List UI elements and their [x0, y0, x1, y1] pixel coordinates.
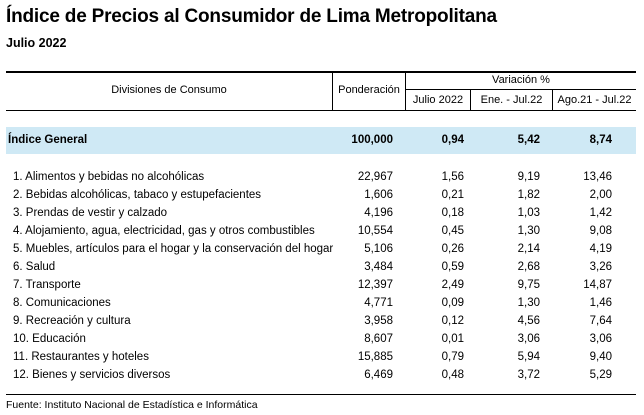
ago-jul-cell: 5,29 [589, 369, 612, 381]
julio-cell: 2,49 [441, 279, 464, 291]
general-index-band [6, 127, 636, 154]
table-row: 1. Alimentos y bebidas no alcohólicas 22… [0, 171, 644, 189]
general-index-ago-jul: 8,74 [589, 134, 612, 146]
ago-jul-cell: 9,40 [589, 351, 612, 363]
ene-jul-cell: 2,14 [517, 243, 540, 255]
ago-jul-cell: 1,42 [589, 207, 612, 219]
julio-cell: 0,12 [441, 315, 464, 327]
ene-jul-cell: 9,19 [517, 171, 540, 183]
table-row: 8. Comunicaciones 4,771 0,09 1,30 1,46 [0, 297, 644, 315]
ago-jul-cell: 2,00 [589, 189, 612, 201]
ponderacion-cell: 22,967 [357, 171, 393, 183]
table-row: 2. Bebidas alcohólicas, tabaco y estupef… [0, 189, 644, 207]
page-subtitle: Julio 2022 [6, 36, 67, 50]
division-name: 6. Salud [13, 261, 56, 273]
julio-cell: 0,21 [441, 189, 464, 201]
table-row: 12. Bienes y servicios diversos 6,469 0,… [0, 369, 644, 387]
header-ponderacion: Ponderación [338, 84, 400, 96]
division-name: 8. Comunicaciones [13, 297, 111, 309]
julio-cell: 0,79 [441, 351, 464, 363]
ene-jul-cell: 4,56 [517, 315, 540, 327]
ponderacion-cell: 3,958 [364, 315, 393, 327]
table-row: 4. Alojamiento, agua, electricidad, gas … [0, 225, 644, 243]
ago-jul-cell: 4,19 [589, 243, 612, 255]
julio-cell: 0,59 [441, 261, 464, 273]
source-note: Fuente: Instituto Nacional de Estadístic… [6, 399, 258, 411]
julio-cell: 0,18 [441, 207, 464, 219]
ponderacion-cell: 15,885 [357, 351, 393, 363]
divider-ene-right [552, 90, 553, 110]
julio-cell: 0,48 [441, 369, 464, 381]
general-index-julio: 0,94 [441, 134, 464, 146]
divider-variacion-left [405, 72, 406, 110]
table-row: 9. Recreación y cultura 3,958 0,12 4,56 … [0, 315, 644, 333]
ene-jul-cell: 5,94 [517, 351, 540, 363]
general-index-label: Índice General [8, 134, 88, 146]
header-ago-jul: Ago.21 - Jul.22 [557, 94, 632, 106]
julio-cell: 0,09 [441, 297, 464, 309]
header-bottom-border [6, 110, 636, 111]
ponderacion-cell: 4,771 [364, 297, 393, 309]
division-name: 2. Bebidas alcohólicas, tabaco y estupef… [13, 189, 262, 201]
ene-jul-cell: 3,06 [517, 333, 540, 345]
ago-jul-cell: 7,64 [589, 315, 612, 327]
julio-cell: 0,26 [441, 243, 464, 255]
ago-jul-cell: 3,26 [589, 261, 612, 273]
ene-jul-cell: 1,82 [517, 189, 540, 201]
general-index-ene-jul: 5,42 [517, 134, 540, 146]
header-variacion: Variación % [492, 74, 550, 86]
ene-jul-cell: 1,30 [517, 225, 540, 237]
ponderacion-cell: 4,196 [364, 207, 393, 219]
division-name: 11. Restaurantes y hoteles [13, 351, 149, 363]
ponderacion-cell: 10,554 [357, 225, 393, 237]
ponderacion-cell: 8,607 [364, 333, 393, 345]
ponderacion-cell: 6,469 [364, 369, 393, 381]
ene-jul-cell: 1,03 [517, 207, 540, 219]
ponderacion-cell: 1,606 [364, 189, 393, 201]
table-bottom-border [6, 394, 636, 395]
division-name: 3. Prendas de vestir y calzado [13, 207, 168, 219]
division-name: 5. Muebles, artículos para el hogar y la… [13, 243, 334, 255]
ene-jul-cell: 1,30 [517, 297, 540, 309]
division-name: 4. Alojamiento, agua, electricidad, gas … [13, 225, 315, 237]
ago-jul-cell: 14,87 [583, 279, 612, 291]
ago-jul-cell: 3,06 [589, 333, 612, 345]
julio-cell: 0,45 [441, 225, 464, 237]
variacion-underline [405, 89, 636, 90]
ago-jul-cell: 13,46 [583, 171, 612, 183]
division-name: 7. Transporte [13, 279, 81, 291]
ene-jul-cell: 9,75 [517, 279, 540, 291]
table-row: 5. Muebles, artículos para el hogar y la… [0, 243, 644, 261]
table-row: 6. Salud 3,484 0,59 2,68 3,26 [0, 261, 644, 279]
table-row: 11. Restaurantes y hoteles 15,885 0,79 5… [0, 351, 644, 369]
division-name: 1. Alimentos y bebidas no alcohólicas [13, 171, 205, 183]
division-name: 10. Educación [13, 333, 86, 345]
table-row: 3. Prendas de vestir y calzado 4,196 0,1… [0, 207, 644, 225]
ponderacion-cell: 3,484 [364, 261, 393, 273]
ago-jul-cell: 9,08 [589, 225, 612, 237]
table-top-border [6, 71, 636, 73]
divider-julio-right [470, 90, 471, 110]
ene-jul-cell: 2,68 [517, 261, 540, 273]
ene-jul-cell: 3,72 [517, 369, 540, 381]
division-name: 9. Recreación y cultura [13, 315, 131, 327]
header-divisiones: Divisiones de Consumo [111, 84, 227, 96]
julio-cell: 0,01 [441, 333, 464, 345]
ponderacion-cell: 12,397 [357, 279, 393, 291]
table-row: 7. Transporte 12,397 2,49 9,75 14,87 [0, 279, 644, 297]
divider-ponderacion-left [332, 72, 333, 110]
general-index-ponderacion: 100,000 [351, 134, 393, 146]
table-row: 10. Educación 8,607 0,01 3,06 3,06 [0, 333, 644, 351]
page-title: Índice de Precios al Consumidor de Lima … [6, 6, 497, 27]
julio-cell: 1,56 [441, 171, 464, 183]
division-name: 12. Bienes y servicios diversos [13, 369, 171, 381]
ago-jul-cell: 1,46 [589, 297, 612, 309]
header-julio: Julio 2022 [412, 94, 464, 106]
ponderacion-cell: 5,106 [364, 243, 393, 255]
header-ene-jul: Ene. - Jul.22 [480, 94, 543, 106]
